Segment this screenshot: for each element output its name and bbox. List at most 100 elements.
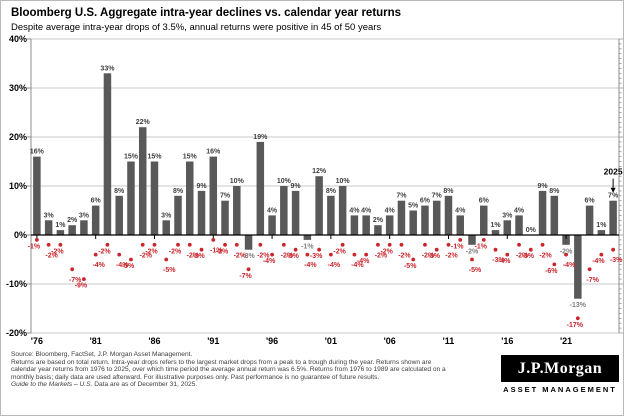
decline-value-label: -3% — [427, 253, 440, 260]
return-bar — [186, 161, 194, 235]
return-bar — [80, 220, 88, 235]
decline-value-label: -2% — [539, 252, 552, 259]
decline-dot — [540, 242, 545, 247]
return-bar — [491, 230, 500, 235]
decline-dot — [446, 242, 451, 247]
return-bar — [562, 235, 570, 245]
return-value-label: 15% — [124, 154, 139, 161]
guide-line: Guide to the Markets – U.S. Data are as … — [11, 381, 501, 389]
x-tick-label: '91 — [207, 336, 219, 346]
chart-subtitle: Despite average intra-year drops of 3.5%… — [11, 22, 382, 33]
decline-value-label: -7% — [69, 277, 82, 284]
decline-dot — [164, 257, 169, 262]
return-bar — [374, 225, 382, 235]
decline-value-label: -3% — [492, 257, 505, 264]
return-bar — [503, 220, 512, 235]
y-tick-label: 0% — [14, 230, 27, 240]
decline-dot — [199, 247, 204, 252]
return-bar — [197, 190, 206, 235]
return-value-label: 6% — [479, 198, 490, 205]
return-bar — [221, 200, 229, 235]
return-value-label: 4% — [455, 207, 466, 214]
return-value-label: 2% — [67, 217, 78, 224]
note-line: monthly basis; daily data are used after… — [11, 373, 380, 381]
x-tick-label: '76 — [31, 336, 43, 346]
decline-dot — [176, 242, 180, 247]
decline-dot — [481, 238, 486, 242]
return-value-label: 12% — [312, 168, 327, 175]
decline-dot — [552, 262, 557, 267]
return-bar — [585, 205, 594, 235]
decline-dot — [411, 257, 416, 262]
decline-dot — [423, 242, 427, 247]
return-bar — [33, 156, 41, 235]
x-tick-label: '16 — [501, 336, 513, 346]
decline-value-label: -4% — [263, 258, 276, 265]
return-value-label: 7% — [396, 193, 407, 200]
return-bar — [480, 205, 488, 235]
return-value-label: 16% — [206, 149, 221, 156]
return-bar — [209, 156, 218, 235]
return-value-label: 2% — [373, 217, 384, 224]
y-tick-label: -20% — [6, 328, 27, 338]
x-tick-label: '21 — [560, 336, 572, 346]
return-value-label: 7% — [608, 193, 619, 200]
decline-value-label: -5% — [163, 267, 176, 274]
return-bar — [68, 225, 76, 235]
return-value-label: 15% — [183, 154, 198, 161]
annotation-arrow-head — [610, 187, 616, 193]
decline-value-label: -4% — [304, 262, 317, 269]
footer-note: Source: Bloomberg, FactSet, J.P. Morgan … — [11, 351, 501, 389]
return-value-label: 3% — [79, 212, 90, 219]
note-line: Returns are based on total return. Intra… — [11, 358, 432, 366]
decline-value-label: -2% — [445, 252, 458, 259]
decline-value-label: -4% — [357, 258, 370, 265]
return-value-label: 8% — [443, 188, 454, 195]
x-tick-label: '81 — [90, 336, 102, 346]
return-value-label: -1% — [301, 243, 314, 250]
return-value-label: 16% — [30, 149, 45, 156]
return-bar — [597, 230, 606, 235]
x-tick-label: '96 — [266, 336, 278, 346]
return-value-label: 10% — [230, 178, 245, 185]
decline-dot — [46, 242, 51, 247]
decline-dot — [364, 252, 369, 257]
decline-value-label: -1% — [451, 243, 464, 250]
decline-value-label: -3% — [522, 253, 535, 260]
decline-value-label: -3% — [286, 253, 299, 260]
return-value-label: 9% — [196, 183, 207, 190]
return-value-label: 3% — [161, 212, 172, 219]
current-year-annotation: 2025 — [604, 167, 623, 177]
decline-value-label: -9% — [75, 283, 88, 290]
decline-value-label: -4% — [563, 262, 576, 269]
return-value-label: 3% — [502, 212, 513, 219]
decline-value-label: -3% — [610, 257, 623, 264]
return-value-label: 4% — [361, 207, 372, 214]
decline-dot — [293, 247, 298, 252]
return-bar — [303, 235, 312, 240]
decline-dot — [399, 242, 404, 247]
return-value-label: 9% — [291, 183, 302, 190]
decline-value-label: -1% — [475, 243, 488, 250]
return-value-label: 10% — [277, 178, 292, 185]
decline-dot — [152, 242, 157, 247]
decline-value-label: -2% — [375, 252, 388, 259]
decline-dot — [517, 242, 521, 247]
decline-dot — [70, 267, 75, 272]
return-value-label: -13% — [570, 302, 587, 309]
decline-dot — [82, 277, 86, 281]
y-tick-label: 10% — [9, 181, 27, 191]
return-value-label: 15% — [147, 154, 162, 161]
decline-dot — [117, 252, 122, 257]
return-value-label: 1% — [490, 222, 501, 229]
return-bar — [174, 195, 182, 235]
return-value-label: 33% — [100, 65, 115, 72]
decline-value-label: -2% — [257, 252, 270, 259]
chart-canvas: 40%30%20%10%0%-10%-20%16%3%1%2%3%6%33%8%… — [6, 34, 623, 346]
return-value-label: 4% — [349, 207, 360, 214]
decline-value-label: -2% — [139, 252, 152, 259]
decline-value-label: -2% — [398, 252, 411, 259]
return-bar — [609, 200, 617, 235]
return-value-label: 9% — [537, 183, 548, 190]
